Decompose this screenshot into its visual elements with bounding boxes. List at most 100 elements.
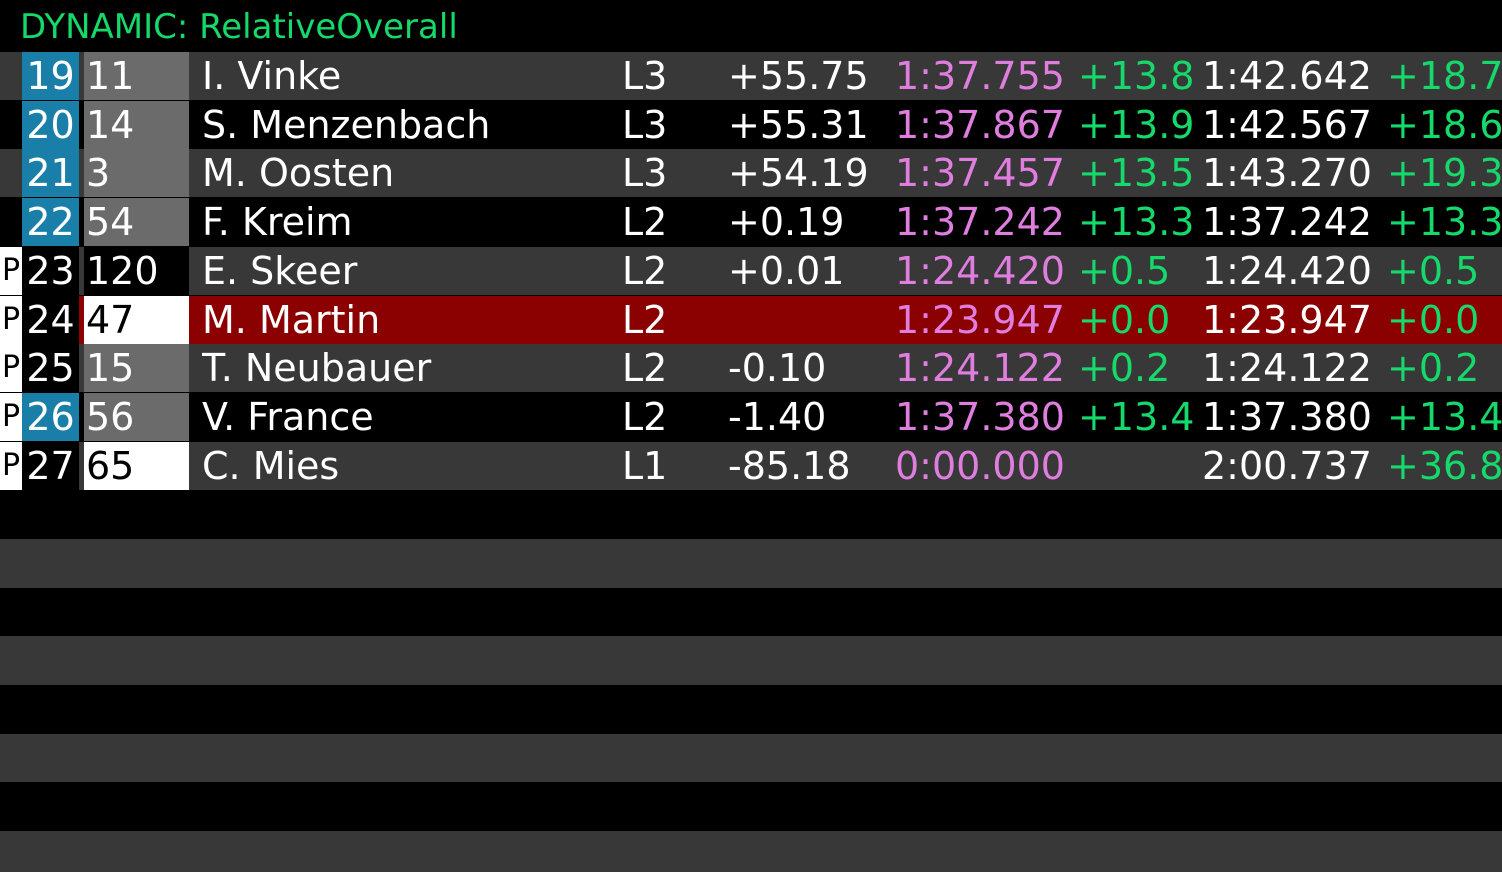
best-lap-time: 1:42.642	[1202, 54, 1372, 98]
table-row: P 25 15 T. Neubauer L2 -0.10 1:24.122 +0.2 1:24.…	[0, 344, 1502, 393]
last-lap-delta: +13.5	[1078, 151, 1195, 196]
best-lap-time: 1:37.380	[1202, 394, 1372, 439]
best-lap-time: 1:37.242	[1202, 200, 1372, 245]
best-lap-delta: +36.8	[1387, 443, 1502, 488]
lap-cell: L2	[622, 248, 668, 293]
position-cell: 24	[22, 295, 79, 344]
position-cell: 22	[22, 198, 79, 247]
best-lap-delta: +19.3	[1387, 151, 1502, 196]
best-lap-delta: +18.6	[1387, 102, 1502, 147]
position-cell: 19	[22, 52, 79, 100]
table-row: 19 11 I. Vinke L3 +55.75 1:37.755 +13.8 1:42.64…	[0, 52, 1502, 100]
empty-row	[0, 539, 1502, 588]
table-row: 21 3 M. Oosten L3 +54.19 1:37.457 +13.5 1:43.27…	[0, 149, 1502, 198]
table-row-player: P 24 47 M. Martin L2 1:23.947 +0.0 1:23.947 +0.0	[0, 295, 1502, 344]
overlay-title: DYNAMIC: RelativeOverall	[20, 7, 458, 47]
pit-flag: P	[0, 392, 22, 441]
last-lap-delta: +0.0	[1078, 297, 1171, 342]
last-lap-time: 1:23.947	[895, 297, 1065, 342]
car-number-cell: 120	[84, 246, 189, 295]
car-number-cell: 3	[84, 149, 189, 198]
table-row: P 23 120 E. Skeer L2 +0.01 1:24.420 +0.5 1:24.42…	[0, 246, 1502, 295]
empty-row	[0, 831, 1502, 872]
driver-name: M. Oosten	[202, 151, 395, 196]
empty-row	[0, 685, 1502, 734]
driver-name: M. Martin	[202, 297, 381, 342]
table-row: P 26 56 V. France L2 -1.40 1:37.380 +13.4 1:37.3…	[0, 392, 1502, 441]
best-lap-delta: +0.5	[1387, 248, 1480, 293]
driver-name: T. Neubauer	[202, 346, 432, 391]
driver-name: C. Mies	[202, 443, 340, 488]
last-lap-delta	[1078, 442, 1198, 490]
last-lap-time: 1:37.242	[895, 200, 1065, 245]
last-lap-time: 1:37.867	[895, 102, 1065, 147]
position-cell: 27	[22, 441, 79, 490]
lap-cell: L2	[622, 394, 668, 439]
lap-cell: L3	[622, 151, 668, 196]
last-lap-time: 0:00.000	[895, 443, 1065, 488]
last-lap-delta: +13.9	[1078, 102, 1195, 147]
table-row: 20 14 S. Menzenbach L3 +55.31 1:37.867 +13.9 1:…	[0, 100, 1502, 149]
empty-row	[0, 587, 1502, 637]
best-lap-time: 1:24.420	[1202, 248, 1372, 293]
gap-cell: -85.18	[728, 443, 851, 488]
driver-name: I. Vinke	[202, 54, 342, 98]
gap-cell: +55.31	[728, 102, 869, 147]
lap-cell: L3	[622, 102, 668, 147]
driver-name: F. Kreim	[202, 200, 353, 245]
position-cell: 25	[22, 344, 79, 393]
last-lap-time: 1:37.380	[895, 394, 1065, 439]
pit-flag: P	[0, 344, 22, 393]
lap-cell: L1	[622, 443, 668, 488]
gap-cell: +55.75	[728, 54, 869, 98]
car-number-cell: 14	[84, 100, 189, 149]
driver-name: V. France	[202, 394, 374, 439]
best-lap-time: 1:43.270	[1202, 151, 1372, 196]
car-number-cell: 65	[84, 441, 189, 490]
last-lap-time: 1:24.420	[895, 248, 1065, 293]
best-lap-delta: +0.0	[1387, 297, 1480, 342]
table-row: 22 54 F. Kreim L2 +0.19 1:37.242 +13.3 1:37.242…	[0, 198, 1502, 247]
car-number-cell: 15	[84, 344, 189, 393]
empty-row	[0, 733, 1502, 783]
last-lap-delta: +13.4	[1078, 394, 1195, 439]
lap-cell: L3	[622, 54, 668, 98]
pit-flag: P	[0, 441, 22, 490]
car-number-cell: 54	[84, 198, 189, 247]
empty-row	[0, 490, 1502, 539]
pit-flag: P	[0, 246, 22, 295]
table-row: P 27 65 C. Mies L1 -85.18 0:00.000 2:00.737 +36.…	[0, 441, 1502, 490]
last-lap-time: 1:37.755	[895, 54, 1065, 98]
last-lap-time: 1:24.122	[895, 346, 1065, 391]
lap-cell: L2	[622, 200, 668, 245]
last-lap-time: 1:37.457	[895, 151, 1065, 196]
pit-flag: P	[0, 295, 22, 344]
empty-row	[0, 782, 1502, 832]
car-number-cell: 47	[84, 295, 189, 344]
last-lap-delta: +13.3	[1078, 200, 1195, 245]
best-lap-delta: +13.4	[1387, 394, 1502, 439]
best-lap-delta: +0.2	[1387, 346, 1480, 391]
empty-row	[0, 636, 1502, 686]
best-lap-time: 1:24.122	[1202, 346, 1372, 391]
best-lap-delta: +13.3	[1387, 200, 1502, 245]
car-number-cell: 56	[84, 392, 189, 441]
last-lap-delta: +0.2	[1078, 346, 1171, 391]
best-lap-time: 2:00.737	[1202, 443, 1372, 488]
position-cell: 20	[22, 100, 79, 149]
driver-name: E. Skeer	[202, 248, 358, 293]
last-lap-delta: +13.8	[1078, 54, 1195, 98]
gap-cell: +0.01	[728, 248, 845, 293]
gap-cell: +54.19	[728, 151, 869, 196]
position-cell: 23	[22, 246, 79, 295]
driver-name: S. Menzenbach	[202, 102, 491, 147]
best-lap-delta: +18.7	[1387, 54, 1502, 98]
best-lap-time: 1:23.947	[1202, 297, 1372, 342]
best-lap-time: 1:42.567	[1202, 102, 1372, 147]
gap-cell: +0.19	[728, 200, 845, 245]
position-cell: 21	[22, 149, 79, 198]
gap-cell: -0.10	[728, 346, 827, 391]
car-number-cell: 11	[84, 52, 189, 100]
lap-cell: L2	[622, 297, 668, 342]
